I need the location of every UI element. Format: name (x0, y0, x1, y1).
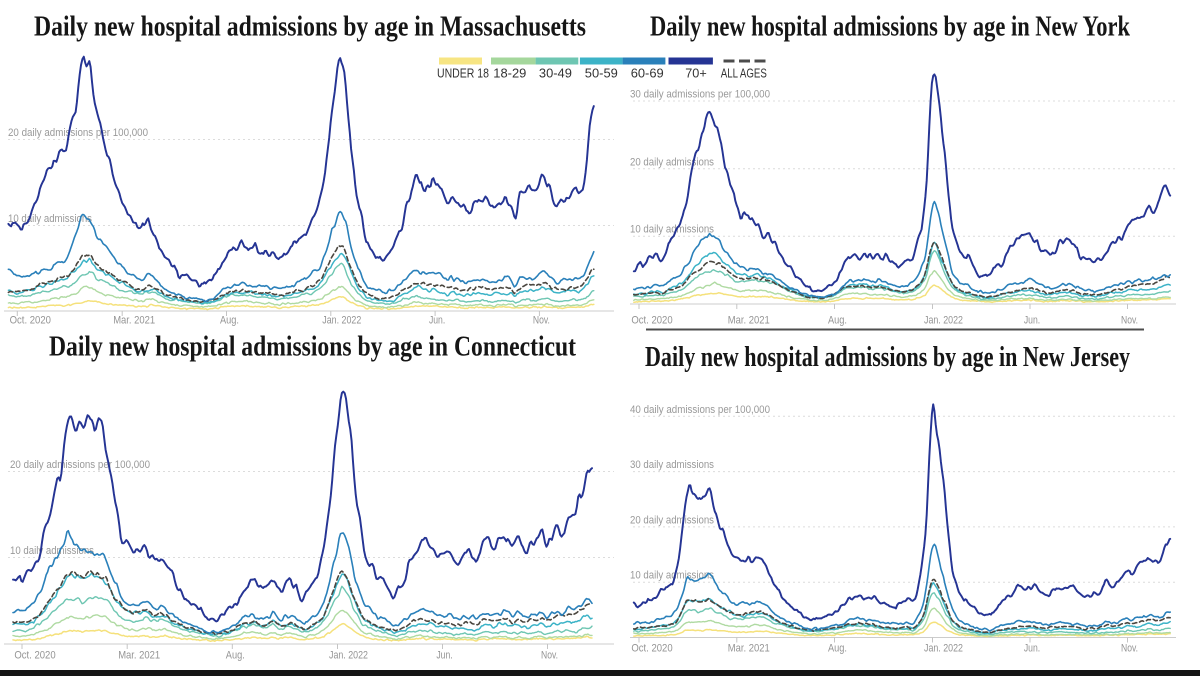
svg-text:Oct. 2020: Oct. 2020 (14, 650, 55, 662)
svg-text:Jun.: Jun. (1024, 643, 1040, 655)
svg-text:60-69: 60-69 (631, 66, 664, 81)
svg-text:Daily new hospital admissions: Daily new hospital admissions by age in … (49, 332, 576, 363)
svg-text:10 daily admissions: 10 daily admissions (8, 213, 92, 225)
svg-text:18-29: 18-29 (493, 66, 526, 81)
svg-text:Aug.: Aug. (828, 643, 847, 655)
svg-text:Jan. 2022: Jan. 2022 (329, 650, 368, 662)
svg-text:30 daily admissions per 100,00: 30 daily admissions per 100,000 (630, 89, 770, 101)
svg-text:Jun.: Jun. (429, 315, 445, 327)
svg-text:Mar. 2021: Mar. 2021 (113, 315, 155, 327)
svg-text:Jun.: Jun. (436, 650, 452, 662)
svg-text:Mar. 2021: Mar. 2021 (728, 643, 770, 655)
svg-text:70+: 70+ (685, 66, 707, 81)
svg-text:UNDER 18: UNDER 18 (437, 66, 489, 81)
svg-text:Oct. 2020: Oct. 2020 (631, 643, 672, 655)
svg-text:Oct. 2020: Oct. 2020 (631, 315, 672, 327)
svg-text:Daily new hospital admissions: Daily new hospital admissions by age in … (645, 342, 1130, 373)
svg-text:Nov.: Nov. (1121, 643, 1138, 655)
svg-text:10 daily admissions: 10 daily admissions (630, 224, 714, 236)
svg-text:Jan. 2022: Jan. 2022 (322, 315, 361, 327)
svg-text:20 daily admissions per 100,00: 20 daily admissions per 100,000 (8, 127, 148, 139)
svg-text:Mar. 2021: Mar. 2021 (728, 315, 770, 327)
svg-text:40 daily admissions per 100,00: 40 daily admissions per 100,000 (630, 404, 770, 416)
svg-text:Oct. 2020: Oct. 2020 (10, 315, 51, 327)
svg-text:Aug.: Aug. (220, 315, 239, 327)
svg-text:30 daily admissions: 30 daily admissions (630, 459, 714, 471)
svg-text:50-59: 50-59 (585, 66, 618, 81)
svg-text:20 daily admissions: 20 daily admissions (630, 156, 714, 168)
svg-text:Daily new hospital admissions: Daily new hospital admissions by age in … (650, 11, 1130, 42)
svg-text:10 daily admissions: 10 daily admissions (10, 545, 94, 557)
svg-text:Aug.: Aug. (226, 650, 245, 662)
svg-text:Mar. 2021: Mar. 2021 (118, 650, 160, 662)
svg-text:10 daily admissions: 10 daily admissions (630, 570, 714, 582)
svg-text:Daily new hospital admissions: Daily new hospital admissions by age in … (34, 11, 586, 42)
svg-text:Jan. 2022: Jan. 2022 (924, 315, 963, 327)
svg-text:20 daily admissions: 20 daily admissions (630, 514, 714, 526)
svg-text:Jan. 2022: Jan. 2022 (924, 643, 963, 655)
svg-text:30-49: 30-49 (539, 66, 572, 81)
svg-text:20 daily admissions per 100,00: 20 daily admissions per 100,000 (10, 459, 150, 471)
svg-text:ALL AGES: ALL AGES (721, 66, 767, 81)
svg-text:Nov.: Nov. (533, 315, 550, 327)
svg-text:Jun.: Jun. (1024, 315, 1040, 327)
svg-text:Aug.: Aug. (828, 315, 847, 327)
svg-text:Nov.: Nov. (541, 650, 558, 662)
svg-text:Nov.: Nov. (1121, 315, 1138, 327)
